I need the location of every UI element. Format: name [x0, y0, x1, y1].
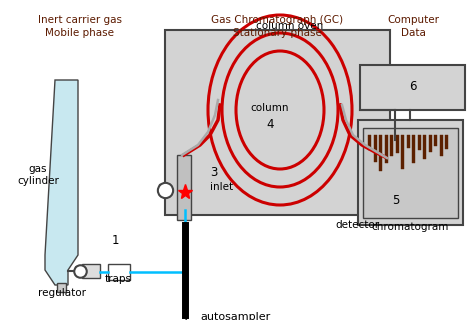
- Bar: [418, 135, 421, 150]
- Bar: [57, 283, 66, 292]
- Text: 4: 4: [266, 118, 274, 132]
- Polygon shape: [45, 80, 78, 285]
- Text: traps: traps: [104, 274, 131, 284]
- Bar: [382, 140, 410, 215]
- Text: regulator: regulator: [38, 288, 86, 298]
- Bar: [165, 30, 390, 215]
- Bar: [396, 135, 399, 153]
- Bar: [401, 135, 404, 169]
- Text: 3: 3: [210, 166, 218, 180]
- Bar: [360, 65, 465, 110]
- Text: 2: 2: [182, 315, 189, 320]
- Text: 6: 6: [409, 81, 417, 93]
- Text: inlet: inlet: [210, 182, 233, 192]
- Text: autosampler: autosampler: [200, 312, 270, 320]
- Bar: [445, 135, 448, 149]
- Bar: [177, 155, 191, 220]
- Bar: [434, 135, 437, 146]
- Text: Inert carrier gas
Mobile phase: Inert carrier gas Mobile phase: [38, 15, 122, 38]
- Bar: [358, 120, 463, 225]
- Text: column oven: column oven: [256, 21, 324, 31]
- Bar: [379, 135, 382, 172]
- Bar: [363, 128, 458, 218]
- Bar: [368, 135, 371, 150]
- Bar: [374, 135, 377, 162]
- Bar: [407, 135, 410, 148]
- Bar: [385, 135, 388, 163]
- Bar: [385, 142, 405, 172]
- Text: chromatogram: chromatogram: [371, 222, 449, 232]
- Bar: [82, 264, 100, 278]
- Text: Computer
Data: Computer Data: [387, 15, 439, 38]
- Text: Gas Chromatograph (GC)
Stationary phase: Gas Chromatograph (GC) Stationary phase: [211, 15, 343, 38]
- Bar: [429, 135, 432, 152]
- Bar: [390, 135, 393, 156]
- Bar: [108, 264, 130, 280]
- Bar: [440, 135, 443, 156]
- Text: detector: detector: [335, 220, 379, 230]
- Bar: [423, 135, 426, 159]
- Text: gas
cylinder: gas cylinder: [17, 164, 59, 186]
- Text: 5: 5: [392, 194, 400, 206]
- Text: column: column: [251, 103, 289, 113]
- Text: 1: 1: [111, 234, 119, 246]
- Bar: [412, 135, 415, 163]
